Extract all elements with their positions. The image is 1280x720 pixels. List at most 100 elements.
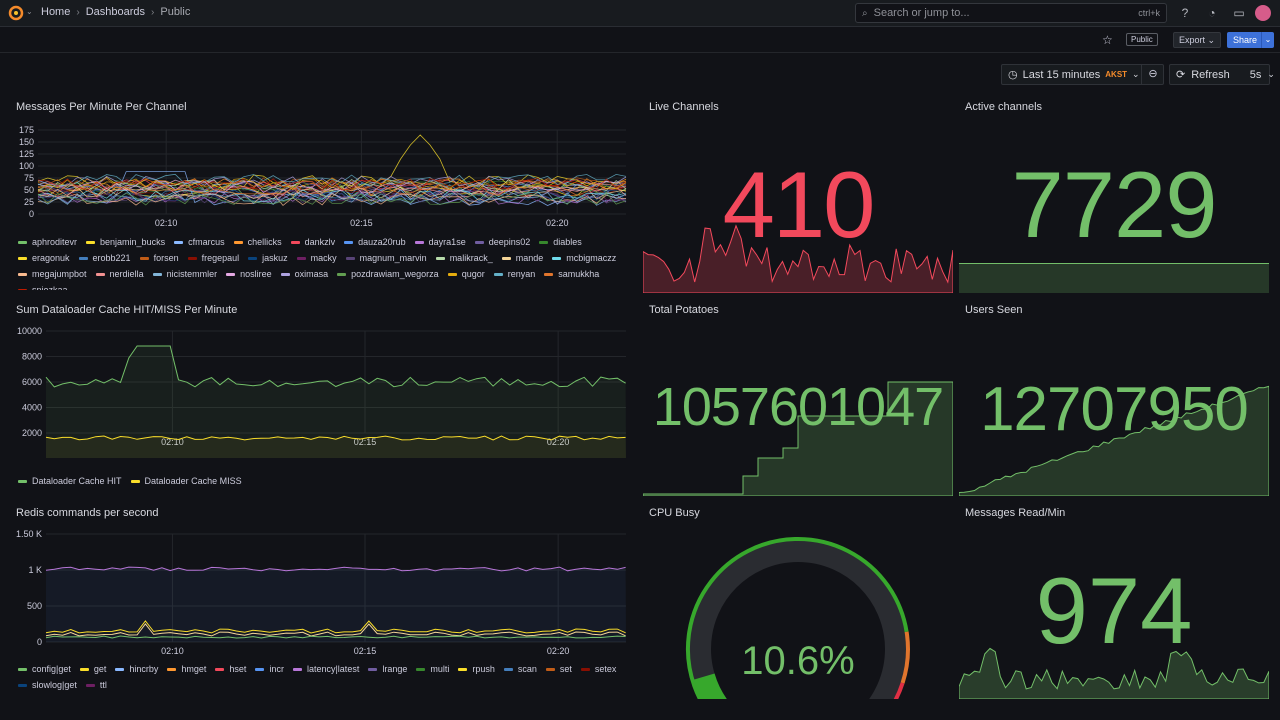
panel-dataloader-cache: Sum Dataloader Cache HIT/MISS Per Minute… [16,304,628,494]
legend-item[interactable]: dankzlv [290,236,336,248]
legend-item[interactable]: nosliree [226,268,272,280]
legend-item[interactable]: erobb221 [78,252,131,264]
legend-swatch [344,240,354,244]
breadcrumb-home[interactable]: Home [41,6,71,18]
legend-item[interactable]: hmget [167,663,206,675]
legend-item[interactable]: renyan [493,268,535,280]
chevron-down-icon[interactable]: ⌄ [26,7,33,16]
legend-item[interactable]: jaskuz [248,252,288,264]
legend-item[interactable]: diables [539,236,582,248]
legend-label: setex [594,664,617,674]
legend-item[interactable]: nerdiella [95,268,144,280]
zoom-out-icon: ⊖ [1148,68,1158,80]
legend-item[interactable]: latency|latest [292,663,359,675]
legend-label: dankzlv [304,237,336,247]
legend-item[interactable]: fregepaul [187,252,239,264]
legend-item[interactable]: hset [215,663,246,675]
panel-active-channels: Active channels 7729 [959,101,1269,293]
breadcrumb: Home › Dashboards › Public [41,6,190,18]
legend-item[interactable]: sniezkaa_ [18,284,73,290]
legend-item[interactable]: Dataloader Cache HIT [18,475,122,487]
public-badge: Public [1126,33,1158,46]
legend-item[interactable]: multi [416,663,449,675]
legend-label: nicistemmler [166,269,218,279]
legend-item[interactable]: aphroditevr [18,236,77,248]
legend-swatch [18,288,27,290]
legend-swatch [18,240,27,244]
legend-swatch [552,256,562,260]
time-range-picker[interactable]: ◷ Last 15 minutes AKST ⌄ [1001,64,1164,85]
legend-item[interactable]: macky [296,252,337,264]
avatar[interactable] [1255,5,1271,21]
legend-label: ttl [99,680,107,690]
legend-swatch [215,667,225,671]
legend-item[interactable]: malikrack_ [435,252,493,264]
search-input[interactable]: ⌕ Search or jump to... ctrl+k [855,3,1167,23]
x-tick-label: 02:20 [547,646,570,656]
clock-icon: ◷ [1008,69,1018,81]
legend-item[interactable]: eragonuk [18,252,70,264]
timezone-label: AKST [1105,70,1128,79]
legend-item[interactable]: incr [255,663,284,675]
legend-item[interactable]: lrange [368,663,407,675]
legend-item[interactable]: pozdrawiam_wegorza [337,268,439,280]
legend-label: set [559,664,572,674]
legend-item[interactable]: Dataloader Cache MISS [130,475,242,487]
share-dropdown-button[interactable]: ⌄ [1261,32,1274,48]
legend-item[interactable]: cfmarcus [174,236,225,248]
y-tick-label: 50 [24,185,34,195]
legend-item[interactable]: forsen [139,252,179,264]
legend-item[interactable]: qugor [447,268,485,280]
series-line [37,171,627,206]
legend-item[interactable]: config|get [18,663,71,675]
legend-swatch [539,240,549,244]
y-tick-label: 10000 [17,326,42,336]
legend-item[interactable]: dauza20rub [344,236,406,248]
legend-swatch [86,240,96,244]
series-line [37,183,627,196]
news-feed-icon[interactable]: ◔ [1208,6,1216,20]
legend-item[interactable]: hincrby [115,663,158,675]
panel-title: Redis commands per second [16,507,159,519]
legend-item[interactable]: scan [503,663,537,675]
legend-item[interactable]: samukkha [544,268,599,280]
breadcrumb-dashboards[interactable]: Dashboards [85,6,146,18]
legend-label: mande [515,253,544,263]
export-button[interactable]: Export ⌄ [1173,32,1222,48]
refresh-label[interactable]: Refresh [1191,68,1230,81]
legend-item[interactable]: oximasa [280,268,328,280]
legend-item[interactable]: benjamin_bucks [86,236,165,248]
refresh-interval[interactable]: 5s [1249,68,1262,81]
legend-item[interactable]: get [79,663,106,675]
legend-item[interactable]: nicistemmler [152,268,218,280]
chart-legend: aphroditevr benjamin_bucks cfmarcus chellic… [18,236,626,290]
legend-item[interactable]: deepins02 [474,236,530,248]
legend-label: eragonuk [32,253,70,263]
share-button[interactable]: Share [1227,32,1264,48]
series-line [37,192,627,205]
legend-item[interactable]: set [545,663,572,675]
legend-item[interactable]: magnum_marvin [345,252,427,264]
legend-item[interactable]: dayra1se [414,236,466,248]
legend-swatch [296,256,306,260]
kiosk-mode-icon[interactable]: ▭ [1233,6,1245,20]
series-line [37,173,627,187]
grafana-logo-icon[interactable] [8,5,24,21]
legend-item[interactable]: setex [580,663,617,675]
legend-item[interactable]: megajumpbot [18,268,87,280]
star-icon[interactable]: ☆ [1102,33,1113,47]
stat-value: 410 [722,152,876,257]
help-icon[interactable]: ? [1181,6,1189,20]
zoom-out-button[interactable]: ⊖ [1141,64,1164,85]
legend-label: config|get [32,664,71,674]
refresh-picker[interactable]: ⟳ Refresh 5s ⌄ [1169,64,1275,85]
legend-item[interactable]: rpush [458,663,495,675]
panel-redis-commands: Redis commands per second 1.50 K 1 K 500 0 … [16,507,628,697]
legend-swatch [233,240,243,244]
legend-item[interactable]: ttl [85,679,107,691]
legend-item[interactable]: mcbigmaczz [552,252,616,264]
legend-item[interactable]: slowlog|get [18,679,77,691]
legend-label: macky [310,253,337,263]
legend-item[interactable]: mande [501,252,544,264]
legend-item[interactable]: chellicks [233,236,282,248]
